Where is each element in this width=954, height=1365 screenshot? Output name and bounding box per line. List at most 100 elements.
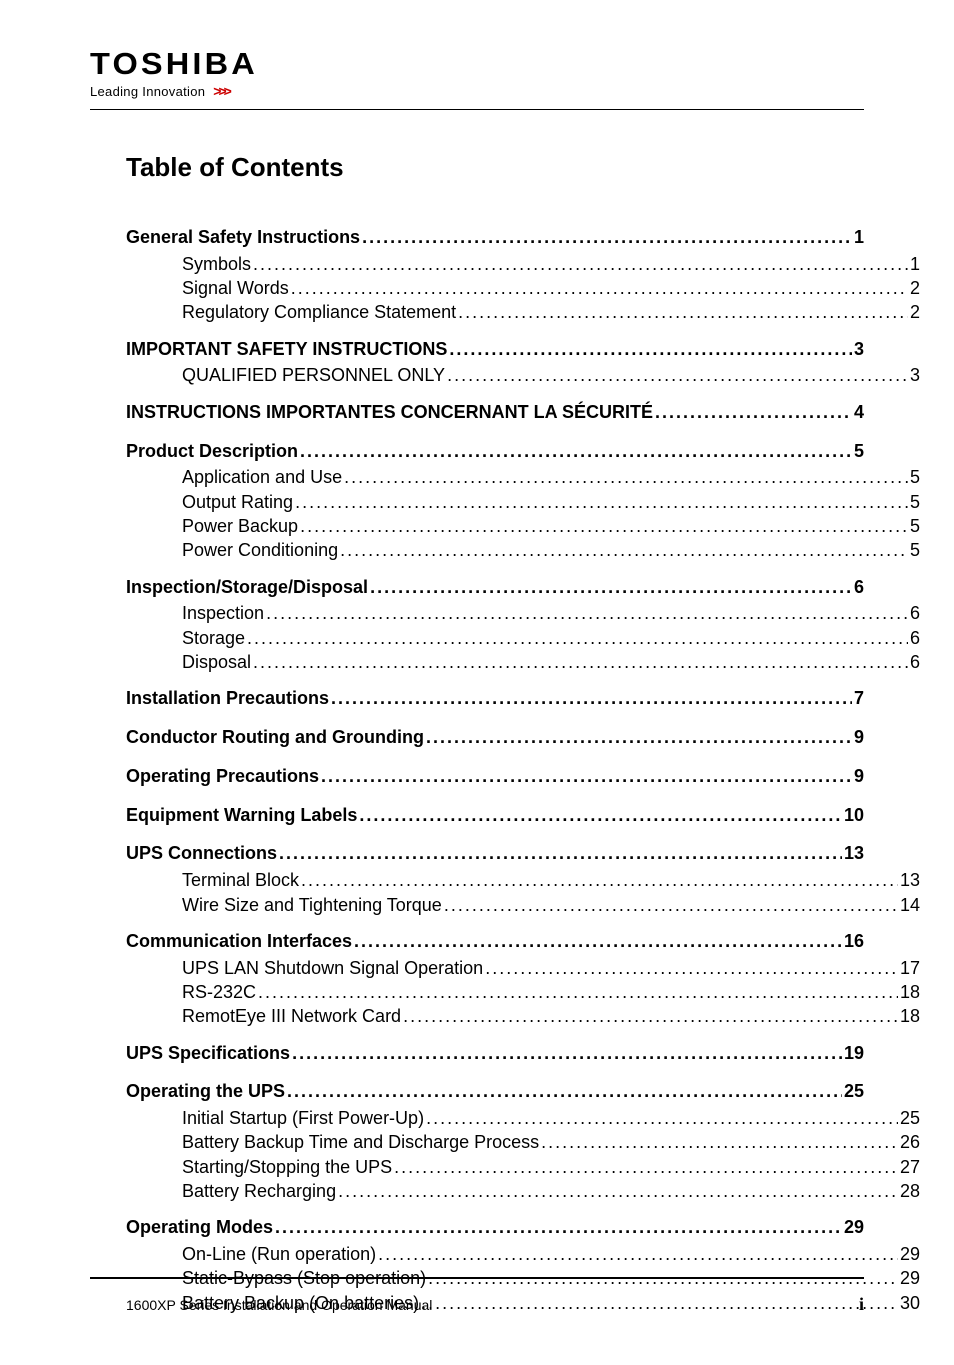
toc-leader-dots [295, 490, 908, 514]
toc-leader-dots [266, 601, 908, 625]
chevrons-icon: >>> [213, 83, 229, 99]
toc-section: UPS Connections13Terminal Block 13Wire S… [126, 839, 864, 916]
toc-section: Conductor Routing and Grounding9 [126, 723, 864, 752]
toc-entry-page: 14 [900, 893, 920, 917]
toc-entry-level-2: UPS LAN Shutdown Signal Operation17 [182, 956, 920, 980]
toc-entry-label: Installation Precautions [126, 684, 329, 713]
toc-entry-label: RS-232C [182, 980, 256, 1004]
toc-entry-label: Power Conditioning [182, 538, 338, 562]
toc-entry-label: Symbols [182, 252, 251, 276]
toc-leader-dots [287, 1077, 842, 1106]
toc-entry-level-2: Disposal 6 [182, 650, 920, 674]
toc-entry-level-1: Equipment Warning Labels10 [126, 801, 864, 830]
toc-entry-label: Disposal [182, 650, 251, 674]
toc-leader-dots [655, 398, 852, 427]
toc-entry-page: 25 [844, 1077, 864, 1106]
toc-entry-level-2: Regulatory Compliance Statement2 [182, 300, 920, 324]
toc-section: Operating Precautions9 [126, 762, 864, 791]
toc-entry-level-1: UPS Connections 13 [126, 839, 864, 868]
toc-entry-level-2: Power Conditioning 5 [182, 538, 920, 562]
toc-entry-level-2: Storage6 [182, 626, 920, 650]
toc-entry-level-2: Initial Startup (First Power-Up) 25 [182, 1106, 920, 1130]
toc-entry-label: Storage [182, 626, 245, 650]
toc-entry-page: 17 [900, 956, 920, 980]
toc-leader-dots [275, 1213, 842, 1242]
brand-logo-text: TOSHIBA [90, 48, 903, 79]
toc-entry-page: 3 [854, 335, 864, 364]
toc-leader-dots [253, 650, 908, 674]
toc-entry-page: 2 [910, 300, 920, 324]
toc-entry-level-1: UPS Specifications19 [126, 1039, 864, 1068]
toc-leader-dots [344, 465, 908, 489]
toc-section: UPS Specifications19 [126, 1039, 864, 1068]
toc-leader-dots [541, 1130, 898, 1154]
toc-entry-label: Equipment Warning Labels [126, 801, 357, 830]
toc-entry-page: 13 [900, 868, 920, 892]
toc-entry-level-1: IMPORTANT SAFETY INSTRUCTIONS 3 [126, 335, 864, 364]
toc-leader-dots [447, 363, 908, 387]
toc-entry-level-2: Power Backup5 [182, 514, 920, 538]
toc-leader-dots [338, 1179, 898, 1203]
toc-section: Communication Interfaces16UPS LAN Shutdo… [126, 927, 864, 1029]
toc-entry-label: Inspection [182, 601, 264, 625]
toc-entry-label: Inspection/Storage/Disposal [126, 573, 368, 602]
toc-entry-level-2: Application and Use5 [182, 465, 920, 489]
toc-entry-label: Application and Use [182, 465, 342, 489]
toc-entry-page: 18 [900, 980, 920, 1004]
toc-entry-label: Signal Words [182, 276, 289, 300]
toc-entry-level-2: Symbols1 [182, 252, 920, 276]
footer-page-number: i [859, 1294, 864, 1315]
toc-entry-label: UPS Connections [126, 839, 277, 868]
toc-entry-level-1: Operating the UPS25 [126, 1077, 864, 1106]
toc-title: Table of Contents [126, 152, 864, 183]
toc-entry-level-1: Installation Precautions7 [126, 684, 864, 713]
toc-entry-label: General Safety Instructions [126, 223, 360, 252]
toc-leader-dots [449, 335, 852, 364]
toc-entry-page: 26 [900, 1130, 920, 1154]
toc-leader-dots [394, 1155, 898, 1179]
toc-leader-dots [321, 762, 852, 791]
toc-entry-page: 27 [900, 1155, 920, 1179]
toc-section: IMPORTANT SAFETY INSTRUCTIONS3QUALIFIED … [126, 335, 864, 388]
toc-entry-page: 6 [910, 650, 920, 674]
toc-entry-page: 5 [910, 490, 920, 514]
toc-entry-level-1: Operating Precautions9 [126, 762, 864, 791]
toc-leader-dots [258, 980, 898, 1004]
toc-leader-dots [253, 252, 908, 276]
toc-entry-level-2: On-Line (Run operation) 29 [182, 1242, 920, 1266]
toc-section: Installation Precautions7 [126, 684, 864, 713]
toc-entry-level-1: Inspection/Storage/Disposal6 [126, 573, 864, 602]
toc-entry-level-2: Output Rating 5 [182, 490, 920, 514]
toc-entry-label: IMPORTANT SAFETY INSTRUCTIONS [126, 335, 447, 364]
toc-entry-page: 3 [910, 363, 920, 387]
toc-entry-page: 2 [910, 276, 920, 300]
toc-entry-label: Output Rating [182, 490, 293, 514]
toc-leader-dots [354, 927, 842, 956]
toc-entry-label: RemotEye III Network Card [182, 1004, 401, 1028]
toc-entry-label: Communication Interfaces [126, 927, 352, 956]
toc-leader-dots [378, 1242, 898, 1266]
toc-entry-label: Power Backup [182, 514, 298, 538]
toc-section: Equipment Warning Labels10 [126, 801, 864, 830]
toc-leader-dots [362, 223, 852, 252]
toc-entry-page: 4 [854, 398, 864, 427]
toc-entry-level-1: Operating Modes29 [126, 1213, 864, 1242]
toc-section: Operating the UPS25Initial Startup (Firs… [126, 1077, 864, 1203]
toc-leader-dots [426, 1106, 898, 1130]
toc-leader-dots [403, 1004, 898, 1028]
toc-entry-label: Battery Recharging [182, 1179, 336, 1203]
toc-entry-page: 13 [844, 839, 864, 868]
toc-entry-page: 5 [910, 538, 920, 562]
toc-leader-dots [300, 514, 908, 538]
toc-entry-page: 18 [900, 1004, 920, 1028]
toc-leader-dots [485, 956, 898, 980]
toc-entry-level-2: RS-232C 18 [182, 980, 920, 1004]
toc-leader-dots [291, 276, 908, 300]
document-page: TOSHIBA Leading Innovation >>> Table of … [0, 0, 954, 1365]
toc-entry-label: UPS Specifications [126, 1039, 290, 1068]
toc-entry-label: Initial Startup (First Power-Up) [182, 1106, 424, 1130]
toc-entry-label: Wire Size and Tightening Torque [182, 893, 442, 917]
footer-rule [90, 1277, 864, 1279]
toc-entry-level-2: Starting/Stopping the UPS27 [182, 1155, 920, 1179]
page-header: TOSHIBA Leading Innovation >>> [90, 48, 864, 110]
